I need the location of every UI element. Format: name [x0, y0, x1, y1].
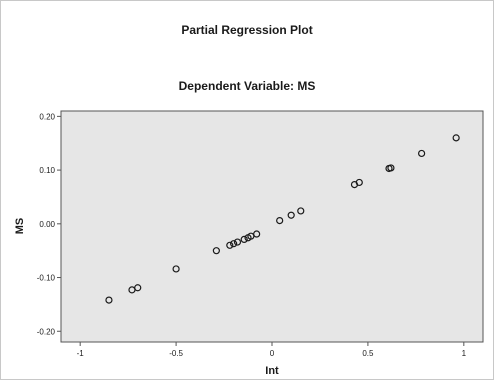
- x-tick-label: 0.5: [362, 349, 374, 358]
- data-point: [233, 238, 242, 246]
- y-tick-label: 0.20: [39, 112, 55, 121]
- x-tick-label: 0: [270, 349, 275, 358]
- data-point: [276, 216, 284, 225]
- y-tick-label: -0.10: [37, 274, 56, 283]
- x-axis-label: Int: [265, 365, 279, 377]
- y-axis: 0.20 0.10 0.00 -0.10 -0.20: [37, 112, 61, 336]
- y-tick-label: 0.10: [39, 166, 55, 175]
- data-point: [105, 296, 113, 304]
- data-point: [253, 230, 261, 238]
- chart-title: Partial Regression Plot: [181, 23, 312, 37]
- data-points: [105, 134, 460, 304]
- data-point: [418, 149, 426, 158]
- data-point: [287, 211, 295, 219]
- y-tick-label: -0.20: [37, 327, 56, 336]
- y-tick-label: 0.00: [39, 220, 55, 229]
- x-axis: -1 -0.5 0 0.5 1: [77, 342, 467, 358]
- data-point: [452, 134, 460, 142]
- data-point: [297, 207, 305, 215]
- data-point: [240, 235, 248, 243]
- chart-subtitle: Dependent Variable: MS: [179, 79, 316, 93]
- x-tick-label: -0.5: [169, 349, 183, 358]
- x-tick-label: -1: [77, 349, 85, 358]
- data-point: [387, 164, 395, 172]
- data-point: [230, 240, 238, 248]
- data-point: [172, 265, 180, 273]
- plot-area: [60, 110, 484, 343]
- x-tick-label: 1: [462, 349, 467, 358]
- y-axis-label: MS: [14, 218, 26, 235]
- data-point: [355, 178, 363, 187]
- data-point: [212, 247, 220, 255]
- data-point: [134, 284, 142, 292]
- data-point: [226, 241, 234, 249]
